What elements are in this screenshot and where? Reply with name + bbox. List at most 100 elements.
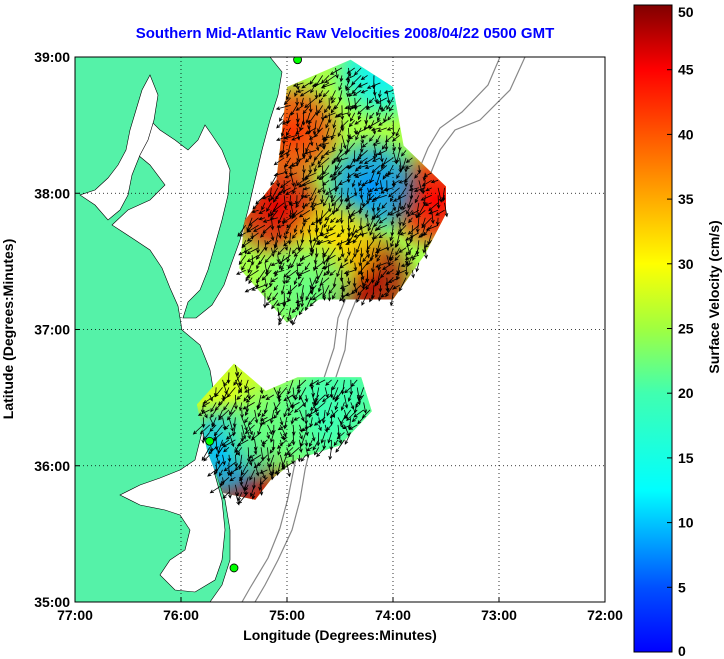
velocity-arrow xyxy=(375,135,381,144)
velocity-arrow xyxy=(263,292,267,309)
velocity-arrow xyxy=(283,409,288,418)
velocity-arrow xyxy=(287,284,298,295)
velocity-arrow xyxy=(232,424,236,437)
velocity-arrow xyxy=(259,477,268,486)
velocity-arrow xyxy=(373,217,381,228)
velocity-arrow xyxy=(376,270,381,285)
velocity-arrow xyxy=(304,262,311,271)
colorbar-tick-label: 30 xyxy=(678,256,694,272)
velocity-arrow xyxy=(266,447,271,463)
velocity-arrow xyxy=(339,142,343,154)
velocity-arrow xyxy=(424,202,432,207)
velocity-arrow xyxy=(385,240,390,252)
velocity-arrow xyxy=(314,247,319,258)
velocity-arrow xyxy=(270,469,275,481)
velocity-arrow xyxy=(298,387,307,401)
velocity-arrow xyxy=(262,224,272,234)
velocity-arrow xyxy=(351,180,356,188)
velocity-arrow xyxy=(290,255,298,269)
velocity-arrow xyxy=(392,284,400,290)
velocity-arrow xyxy=(382,262,394,270)
velocity-arrow xyxy=(292,82,304,87)
velocity-arrow xyxy=(343,269,355,275)
velocity-arrow xyxy=(208,447,217,455)
velocity-arrow xyxy=(326,262,331,276)
velocity-arrow xyxy=(415,240,420,256)
velocity-arrow xyxy=(203,432,211,441)
velocity-arrow xyxy=(340,120,345,132)
velocity-arrow xyxy=(326,402,332,417)
velocity-arrow xyxy=(202,394,217,404)
velocity-arrow xyxy=(420,194,432,201)
velocity-arrow xyxy=(321,409,326,424)
colorbar-tick-label: 50 xyxy=(678,4,694,20)
velocity-arrow xyxy=(301,112,306,126)
velocity-arrow xyxy=(255,270,266,284)
velocity-arrow xyxy=(241,484,247,496)
velocity-arrow xyxy=(270,432,275,443)
velocity-arrow xyxy=(270,232,275,242)
velocity-arrow xyxy=(303,202,311,207)
velocity-arrow xyxy=(331,195,343,207)
velocity-arrow xyxy=(340,417,345,426)
velocity-arrow xyxy=(326,424,332,431)
velocity-arrow xyxy=(353,67,362,76)
velocity-arrow xyxy=(247,424,253,436)
velocity-arrow xyxy=(281,142,285,155)
velocity-arrow xyxy=(396,262,401,275)
velocity-arrow xyxy=(320,432,326,444)
velocity-arrow xyxy=(257,424,262,436)
velocity-arrow xyxy=(435,217,440,226)
velocity-arrow xyxy=(222,379,228,395)
velocity-arrow xyxy=(287,262,292,270)
velocity-arrow xyxy=(344,424,350,437)
velocity-arrow xyxy=(384,172,394,177)
velocity-arrow xyxy=(234,364,240,377)
velocity-arrow xyxy=(301,202,306,210)
velocity-arrow xyxy=(276,462,281,476)
velocity-arrow xyxy=(348,135,355,140)
velocity-arrow xyxy=(271,424,276,435)
velocity-arrow xyxy=(247,262,253,274)
velocity-arrow xyxy=(361,134,368,139)
velocity-arrow xyxy=(358,387,365,400)
velocity-arrow xyxy=(334,97,343,110)
velocity-arrow xyxy=(270,210,279,221)
velocity-arrow xyxy=(222,417,227,431)
velocity-arrow xyxy=(388,105,394,112)
velocity-arrow xyxy=(223,462,236,472)
velocity-arrow xyxy=(226,462,231,477)
velocity-arrow xyxy=(285,127,291,137)
velocity-arrow xyxy=(399,277,407,292)
velocity-arrow xyxy=(405,240,411,256)
velocity-arrow xyxy=(291,454,295,465)
velocity-arrow xyxy=(251,284,266,291)
velocity-arrow xyxy=(291,247,298,255)
velocity-arrow xyxy=(339,270,344,282)
velocity-arrow xyxy=(323,127,330,143)
velocity-arrow xyxy=(291,232,298,239)
velocity-arrow xyxy=(238,247,253,256)
velocity-arrow xyxy=(228,417,234,432)
velocity-arrow xyxy=(294,90,298,98)
velocity-arrow xyxy=(270,247,275,258)
velocity-arrow xyxy=(214,439,219,451)
velocity-arrow xyxy=(376,255,381,262)
velocity-arrow xyxy=(415,262,420,273)
velocity-arrow xyxy=(296,292,301,308)
velocity-arrow xyxy=(397,224,407,235)
velocity-arrow xyxy=(340,120,349,129)
velocity-arrow xyxy=(244,417,249,424)
velocity-arrow xyxy=(247,387,251,400)
velocity-arrow xyxy=(291,432,296,446)
velocity-arrow xyxy=(395,150,401,164)
velocity-arrow xyxy=(337,127,343,138)
velocity-arrow xyxy=(401,157,407,170)
velocity-arrow xyxy=(352,150,357,164)
velocity-arrow xyxy=(261,439,268,445)
velocity-arrow xyxy=(211,417,217,428)
velocity-arrow xyxy=(241,417,248,432)
velocity-arrow xyxy=(335,217,343,223)
velocity-arrow xyxy=(414,195,420,204)
velocity-arrow xyxy=(304,439,309,448)
